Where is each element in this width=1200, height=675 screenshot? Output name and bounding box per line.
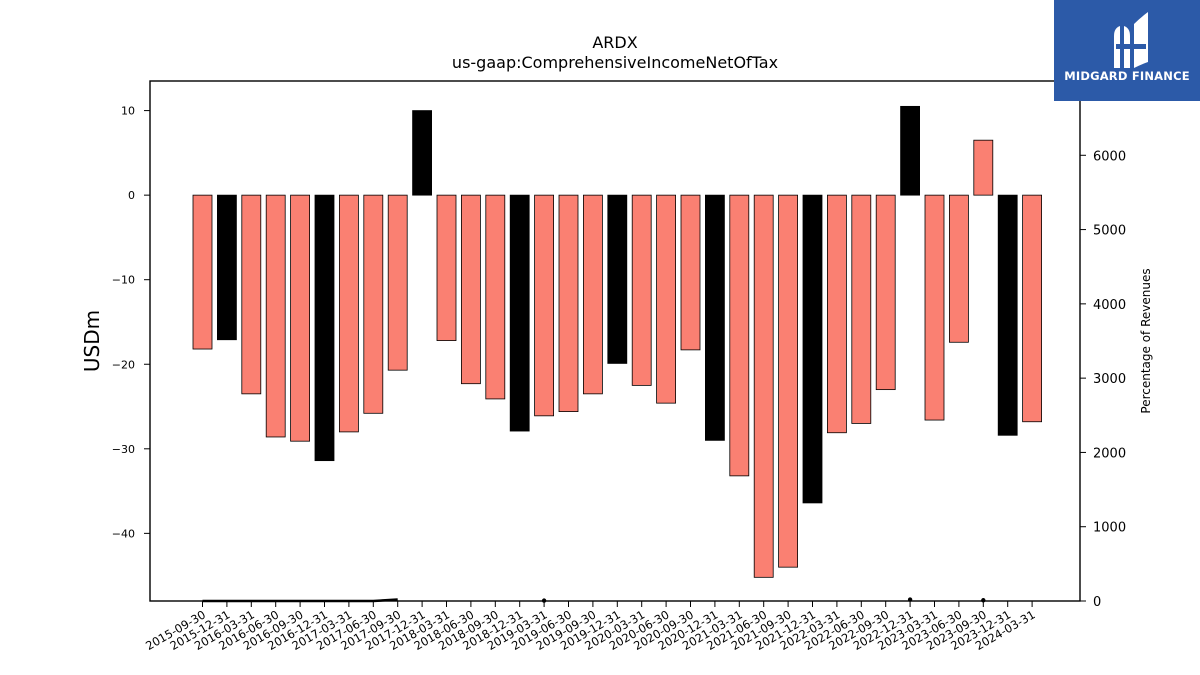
bar-2018-06-30 <box>460 194 481 385</box>
bar-2017-06-30 <box>363 194 384 414</box>
bar-2021-06-30 <box>753 194 774 578</box>
bar-2023-12-31 <box>997 194 1018 436</box>
bar-2019-09-30 <box>583 194 603 395</box>
bar-2015-09-30 <box>192 194 213 350</box>
bar-2019-06-30 <box>558 194 579 413</box>
y2-tick-label: 0 <box>1093 595 1101 610</box>
y2-axis-label: Percentage of Revenues <box>1139 268 1153 413</box>
y-tick-label: −40 <box>112 527 135 540</box>
y2-tick-label: 5000 <box>1093 224 1126 239</box>
bar-2020-06-30 <box>656 194 676 404</box>
y-axis-label: USDm <box>80 310 104 372</box>
brand-logo: MIDGARD FINANCE <box>1054 0 1200 101</box>
bar-2019-03-31 <box>534 194 554 417</box>
chart-title: ARDX <box>592 33 637 52</box>
line-layer <box>203 597 986 603</box>
bar-2016-03-31 <box>241 194 262 395</box>
y-tick-label: 10 <box>121 105 135 118</box>
bar-2022-03-31 <box>827 194 847 434</box>
plot-frame <box>149 80 1081 602</box>
bar-2018-12-31 <box>509 194 530 432</box>
right-axis: 0 1000 2000 3000 4000 5000 6000 <box>1080 149 1126 610</box>
bar-2018-09-30 <box>485 194 506 400</box>
bar-2020-03-31 <box>631 194 652 386</box>
bar-2023-06-30 <box>949 194 969 343</box>
bar-2020-12-31 <box>705 194 725 441</box>
bar-2021-03-31 <box>729 194 750 477</box>
bar-2024-03-31 <box>1022 194 1042 423</box>
bar-2021-12-31 <box>802 194 823 504</box>
chart-subtitle: us-gaap:ComprehensiveIncomeNetOfTax <box>452 53 778 72</box>
left-axis: 10 0 −10 −20 −30 −40 <box>112 105 150 540</box>
y-tick-label: −20 <box>112 358 135 371</box>
bars-layer <box>192 105 1042 578</box>
y2-tick-label: 2000 <box>1093 446 1126 461</box>
bar-2020-09-30 <box>680 194 701 351</box>
y-tick-label: 0 <box>128 189 135 202</box>
bar-2017-09-30 <box>387 194 408 371</box>
y2-tick-label: 6000 <box>1093 149 1126 164</box>
bar-2023-03-31 <box>924 194 945 421</box>
bar-2022-12-31 <box>900 105 920 196</box>
bar-2016-09-30 <box>290 194 311 442</box>
midgard-logo-icon <box>1114 12 1148 68</box>
bar-2022-09-30 <box>875 194 896 391</box>
bar-2017-03-31 <box>338 194 359 433</box>
bar-2019-12-31 <box>607 194 628 364</box>
y2-tick-label: 3000 <box>1093 372 1126 387</box>
x-axis: 2015-09-302015-12-312016-03-312016-06-30… <box>143 601 1038 653</box>
y2-tick-label: 1000 <box>1093 521 1126 536</box>
brand-name: MIDGARD FINANCE <box>1064 69 1190 83</box>
bar-2017-12-31 <box>412 110 433 196</box>
bar-2018-03-31 <box>436 194 457 341</box>
bar-2021-09-30 <box>778 194 798 568</box>
y-tick-label: −10 <box>112 274 135 287</box>
y-tick-label: −30 <box>112 443 135 456</box>
bar-2022-06-30 <box>851 194 872 424</box>
bar-2015-12-31 <box>216 194 237 341</box>
bar-2016-12-31 <box>314 194 335 462</box>
bar-2023-09-30 <box>973 139 994 196</box>
bar-2016-06-30 <box>265 194 286 438</box>
y2-tick-label: 4000 <box>1093 298 1126 313</box>
